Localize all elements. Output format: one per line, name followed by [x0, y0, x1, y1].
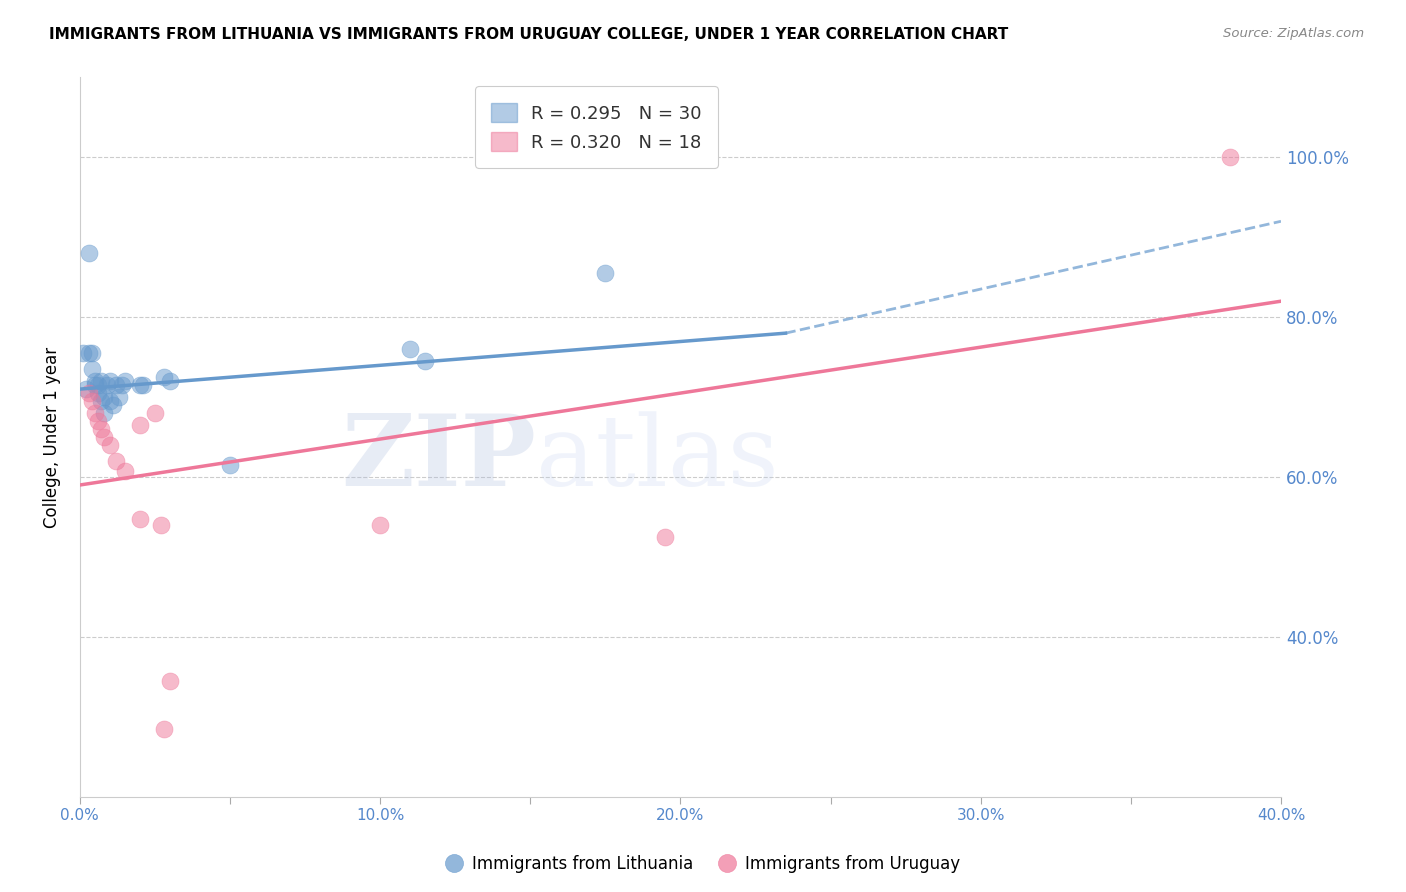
Text: IMMIGRANTS FROM LITHUANIA VS IMMIGRANTS FROM URUGUAY COLLEGE, UNDER 1 YEAR CORRE: IMMIGRANTS FROM LITHUANIA VS IMMIGRANTS …	[49, 27, 1008, 42]
Point	[153, 722, 176, 736]
Point	[654, 530, 676, 544]
Point	[83, 406, 105, 420]
Point	[98, 438, 121, 452]
Point	[87, 378, 110, 392]
Point	[75, 382, 97, 396]
Point	[368, 518, 391, 533]
Point	[104, 378, 127, 392]
Point	[77, 386, 100, 401]
Point	[87, 414, 110, 428]
Point	[93, 430, 115, 444]
Point	[90, 374, 112, 388]
Point	[149, 518, 172, 533]
Point	[80, 362, 103, 376]
Point	[80, 394, 103, 409]
Point	[111, 378, 134, 392]
Point	[108, 390, 131, 404]
Point	[90, 422, 112, 436]
Point	[1219, 150, 1241, 164]
Point	[90, 394, 112, 409]
Point	[153, 370, 176, 384]
Point	[159, 673, 181, 688]
Point	[83, 374, 105, 388]
Point	[87, 386, 110, 401]
Point	[83, 378, 105, 392]
Point	[129, 378, 152, 392]
Point	[595, 266, 617, 280]
Point	[219, 458, 242, 472]
Point	[77, 346, 100, 360]
Point	[96, 378, 118, 392]
Point	[77, 246, 100, 260]
Point	[159, 374, 181, 388]
Point	[93, 406, 115, 420]
Point	[413, 354, 436, 368]
Point	[101, 398, 124, 412]
Point	[132, 378, 155, 392]
Point	[98, 374, 121, 388]
Point	[399, 342, 422, 356]
Text: ZIP: ZIP	[342, 410, 536, 508]
Point	[72, 346, 94, 360]
Point	[98, 394, 121, 409]
Legend: R = 0.295   N = 30, R = 0.320   N = 18: R = 0.295 N = 30, R = 0.320 N = 18	[475, 87, 717, 168]
Point	[104, 454, 127, 468]
Point	[129, 418, 152, 433]
Y-axis label: College, Under 1 year: College, Under 1 year	[44, 346, 60, 528]
Point	[93, 390, 115, 404]
Point	[80, 346, 103, 360]
Point	[129, 511, 152, 525]
Text: Source: ZipAtlas.com: Source: ZipAtlas.com	[1223, 27, 1364, 40]
Point	[114, 464, 136, 478]
Point	[114, 374, 136, 388]
Text: atlas: atlas	[536, 410, 779, 507]
Legend: Immigrants from Lithuania, Immigrants from Uruguay: Immigrants from Lithuania, Immigrants fr…	[439, 848, 967, 880]
Point	[143, 406, 166, 420]
